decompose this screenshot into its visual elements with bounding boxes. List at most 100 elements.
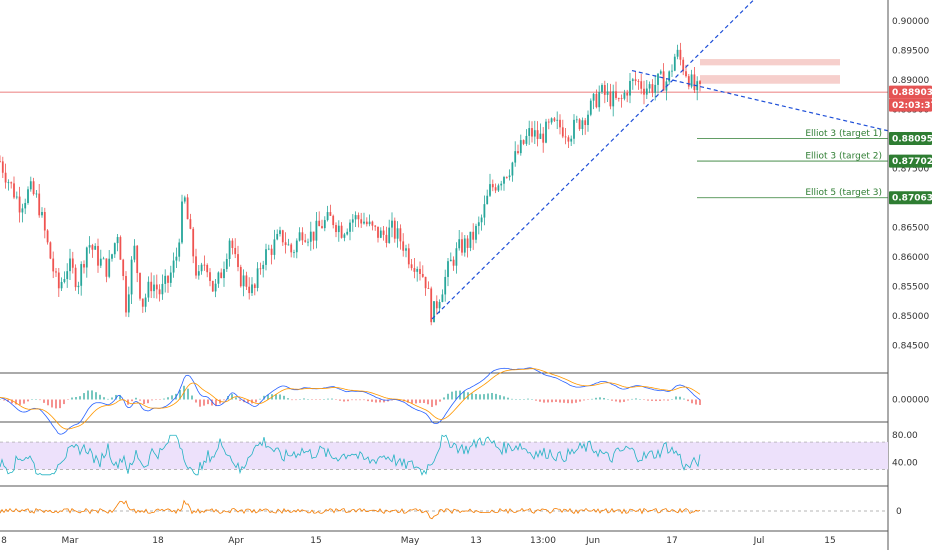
candle-body <box>245 275 248 287</box>
time-tick: 18 <box>152 536 164 546</box>
candle-body <box>645 88 648 95</box>
candle-body <box>46 230 49 243</box>
candle-body <box>399 228 402 242</box>
macd-line <box>0 367 701 435</box>
macd-bar <box>579 399 581 402</box>
candle-body <box>214 283 217 292</box>
macd-bar <box>43 399 45 403</box>
macd-bar <box>279 394 281 400</box>
countdown-tag-bg <box>889 98 932 112</box>
candle-body <box>295 240 298 253</box>
candle-body <box>421 273 424 277</box>
macd-bar <box>55 399 57 409</box>
candle-body <box>447 261 449 277</box>
candle-body <box>111 254 113 259</box>
candle-body <box>393 220 396 239</box>
macd-bar <box>663 399 665 401</box>
macd-bar <box>399 399 401 401</box>
macd-bar <box>355 399 357 401</box>
candle-body <box>253 284 256 288</box>
candle-body <box>483 204 486 218</box>
macd-bar <box>615 399 617 402</box>
candle-body <box>349 222 351 232</box>
candle-body <box>287 244 290 246</box>
time-axis[interactable]: 8 Mar 18 Apr 15 May 13 13:00 Jun 17 Jul 15 <box>1 536 836 546</box>
macd-bar <box>371 399 373 402</box>
candle-body <box>318 220 321 227</box>
oscillator-line <box>0 499 701 520</box>
candle-body <box>293 252 295 254</box>
candle-body <box>122 259 125 277</box>
macd-bar <box>563 399 565 403</box>
candle-body <box>273 239 276 255</box>
macd-bar <box>375 399 377 403</box>
macd-bar <box>599 397 601 400</box>
price-tick: 0.84500 <box>892 342 929 352</box>
candle-body <box>321 226 323 229</box>
candle-body <box>55 271 57 273</box>
trendlines[interactable] <box>431 0 889 320</box>
candle-body <box>480 217 483 223</box>
macd-bar <box>423 399 425 403</box>
target-price-tag-2-bg <box>889 154 932 168</box>
macd-bar <box>591 398 593 400</box>
macd-bar <box>435 399 437 406</box>
candle-body <box>307 241 309 243</box>
macd-bar <box>311 399 313 400</box>
candle-body <box>542 133 545 143</box>
candle-body <box>503 177 505 184</box>
price-tick: 0.85000 <box>892 312 929 322</box>
candle-body <box>626 92 629 96</box>
macd-bar <box>611 399 613 401</box>
target-price-tag-2: 0.87702 <box>892 157 932 167</box>
macd-bar <box>523 399 525 400</box>
macd-bar <box>31 399 33 400</box>
macd-bar <box>83 393 85 400</box>
macd-bar <box>263 395 265 400</box>
candle-body <box>374 225 377 227</box>
target-label-3: Elliot 5 (target 3) <box>805 188 882 198</box>
candle-body <box>242 275 245 287</box>
macd-bar <box>595 397 597 400</box>
candle-body <box>197 271 200 276</box>
macd-bar <box>651 399 653 401</box>
macd-bar <box>683 398 685 400</box>
candle-body <box>623 92 626 99</box>
candle-body <box>556 119 559 121</box>
candle-body <box>466 238 469 248</box>
candle-body <box>155 284 158 290</box>
macd-bar <box>527 398 529 400</box>
candle-body <box>575 119 578 121</box>
target-price-tag-3: 0.87063 <box>892 194 932 204</box>
candle-body <box>525 135 528 144</box>
macd-bar <box>19 399 21 405</box>
macd-bar <box>419 399 421 403</box>
macd-bar <box>491 392 493 400</box>
candle-body <box>66 271 69 280</box>
candle-body <box>581 120 584 130</box>
macd-bar <box>147 399 149 404</box>
candle-body <box>169 272 172 283</box>
candle-body <box>304 240 307 242</box>
macd-bar <box>195 399 197 403</box>
candle-body <box>561 127 564 137</box>
macd-bar <box>659 399 661 401</box>
macd-bar <box>75 397 77 400</box>
candle-body <box>371 221 374 226</box>
candle-body <box>657 73 659 85</box>
candle-body <box>419 268 421 274</box>
macd-bar <box>587 399 589 400</box>
candle-body <box>433 301 435 323</box>
candle-body <box>637 81 640 82</box>
macd-bar <box>495 393 497 400</box>
candle-body <box>609 91 612 107</box>
macd-bar <box>131 399 133 402</box>
macd-bar <box>347 399 349 402</box>
macd-bar <box>87 390 89 400</box>
macd-bar <box>483 394 485 400</box>
candle-body <box>461 239 463 253</box>
macd-bar <box>267 394 269 400</box>
macd-bar <box>619 399 621 403</box>
candle-body <box>455 248 458 266</box>
